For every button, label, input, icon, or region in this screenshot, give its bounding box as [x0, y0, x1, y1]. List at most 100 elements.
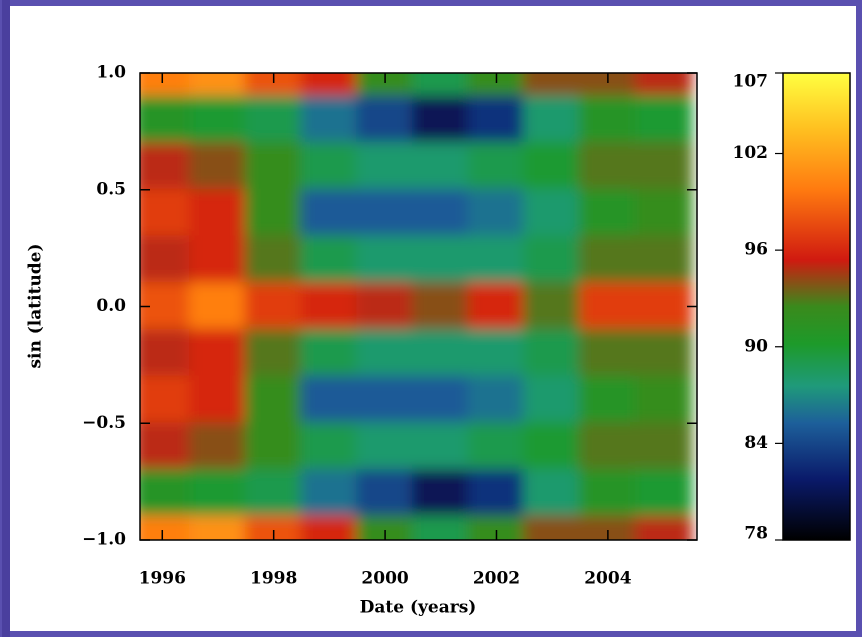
colorbar-tick-label: 96	[744, 240, 768, 260]
heat-cell	[579, 328, 637, 378]
heat-cell	[140, 95, 192, 145]
x-tick-label: 1998	[250, 569, 297, 589]
x-tick-label: 1996	[139, 569, 186, 589]
heat-cell	[579, 282, 637, 331]
heat-cell	[140, 422, 192, 471]
heat-cell	[579, 188, 637, 238]
heat-cell	[411, 468, 470, 518]
heat-cell	[300, 73, 359, 98]
heat-cell	[634, 422, 693, 471]
heat-cell	[579, 95, 637, 145]
heat-cell	[411, 142, 470, 191]
x-tick-label: 2004	[584, 569, 631, 589]
heat-cell	[634, 95, 693, 145]
colorbar-tick-label: 84	[744, 433, 768, 453]
heat-cell	[467, 468, 526, 518]
heat-cell	[300, 282, 359, 331]
y-tick-label: 1.0	[96, 63, 126, 83]
heat-cell	[467, 95, 526, 145]
heat-cell	[300, 422, 359, 471]
heat-cell	[579, 468, 637, 518]
heat-cell	[411, 422, 470, 471]
heat-cell	[189, 142, 247, 191]
heat-cell	[523, 422, 582, 471]
heat-cell	[634, 142, 693, 191]
heat-cell	[579, 375, 637, 425]
heat-cell	[579, 142, 637, 191]
heat-cell	[579, 235, 637, 285]
heat-cell	[523, 515, 582, 540]
heat-cell	[356, 188, 414, 238]
colorbar	[782, 72, 851, 541]
heat-cell	[189, 282, 247, 331]
heat-cell	[244, 468, 303, 518]
y-axis-label: sin (latitude)	[26, 243, 46, 368]
heat-cell	[411, 73, 470, 98]
heat-cell	[244, 188, 303, 238]
heat-cell	[244, 328, 303, 378]
heat-cell	[579, 422, 637, 471]
y-tick-label: 0.5	[96, 179, 126, 199]
heat-cell	[140, 375, 192, 425]
heat-cell	[467, 282, 526, 331]
heat-cell	[411, 328, 470, 378]
x-tick-label: 2002	[473, 569, 520, 589]
heat-cell	[300, 235, 359, 285]
heat-cell	[189, 422, 247, 471]
colorbar-tick-label: 78	[744, 524, 768, 544]
heat-cell	[523, 95, 582, 145]
heat-cell	[356, 282, 414, 331]
heat-cell	[244, 235, 303, 285]
heat-cell	[411, 188, 470, 238]
heat-cell	[244, 282, 303, 331]
heat-cell	[634, 515, 693, 540]
heat-cell	[244, 375, 303, 425]
heat-cell	[356, 95, 414, 145]
x-tick-label: 2000	[361, 569, 408, 589]
heat-cell	[189, 235, 247, 285]
heat-cell	[467, 142, 526, 191]
heat-cell	[356, 235, 414, 285]
heat-cell	[411, 515, 470, 540]
heat-cell	[140, 142, 192, 191]
heat-cell	[189, 515, 247, 540]
heat-cell	[523, 235, 582, 285]
heat-cell	[140, 515, 192, 540]
heat-cell	[634, 282, 693, 331]
heat-cell	[189, 375, 247, 425]
heat-cell	[356, 468, 414, 518]
heat-cell	[140, 328, 192, 378]
heat-cell	[300, 95, 359, 145]
heat-cell	[411, 95, 470, 145]
heat-cell	[634, 328, 693, 378]
heat-cell	[140, 468, 192, 518]
heat-cell	[523, 282, 582, 331]
frame-left	[2, 0, 10, 637]
heat-cell	[300, 515, 359, 540]
heat-cell	[140, 73, 192, 98]
heat-cell	[300, 468, 359, 518]
heat-cell	[356, 375, 414, 425]
y-tick-label: −0.5	[82, 413, 126, 433]
heat-cell	[356, 422, 414, 471]
x-axis-label: Date (years)	[360, 598, 477, 618]
heat-cell	[523, 142, 582, 191]
colorbar-tick-label: 107	[733, 72, 769, 92]
heat-cell	[300, 375, 359, 425]
heat-cell	[634, 73, 693, 98]
heat-cell	[523, 328, 582, 378]
heat-cell	[523, 188, 582, 238]
heat-cell	[467, 188, 526, 238]
heat-cell	[411, 235, 470, 285]
heat-cell	[189, 328, 247, 378]
heat-cell	[467, 375, 526, 425]
heat-cell	[634, 468, 693, 518]
heat-cell	[411, 282, 470, 331]
heat-cell	[300, 188, 359, 238]
heat-cell	[523, 375, 582, 425]
heat-cell	[467, 328, 526, 378]
heat-cell	[634, 235, 693, 285]
colorbar-tick-label: 90	[744, 336, 768, 356]
heat-cell	[467, 422, 526, 471]
